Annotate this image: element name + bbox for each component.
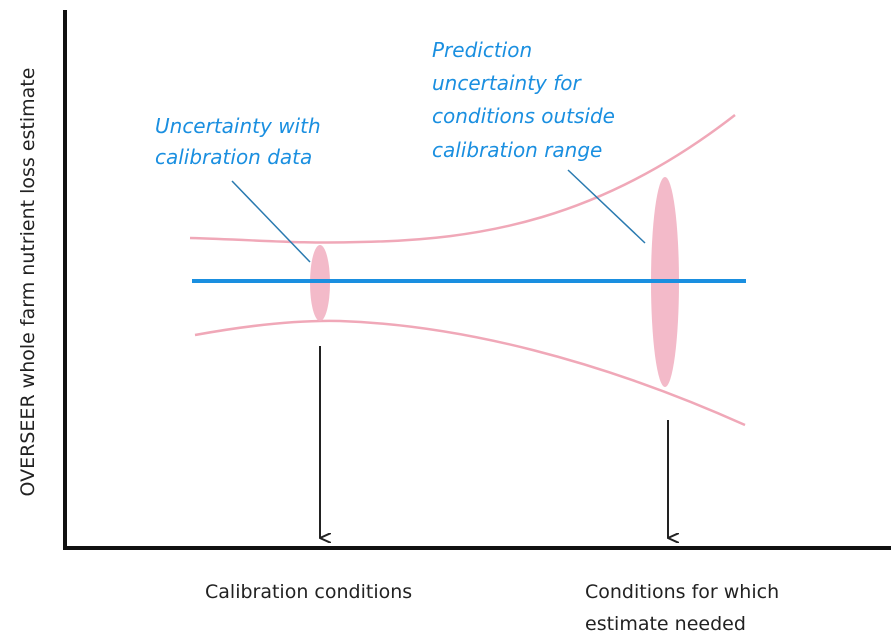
x-label: Conditions for which xyxy=(585,581,779,603)
leader-line xyxy=(231,180,311,263)
annotation: calibration data xyxy=(155,145,312,169)
annotation: Prediction xyxy=(432,38,532,62)
x-label: estimate needed xyxy=(585,613,746,635)
leader-line xyxy=(567,169,646,244)
annotation: calibration range xyxy=(432,138,602,162)
y-axis-label: OVERSEER whole farm nutrient loss estima… xyxy=(17,68,39,497)
x-label: Calibration conditions xyxy=(205,581,412,603)
lower-bound xyxy=(194,319,746,427)
annotation: Uncertainty with xyxy=(155,114,321,138)
annotation: conditions outside xyxy=(432,104,615,128)
upper-bound xyxy=(189,114,736,244)
annotation: uncertainty for xyxy=(432,71,583,95)
